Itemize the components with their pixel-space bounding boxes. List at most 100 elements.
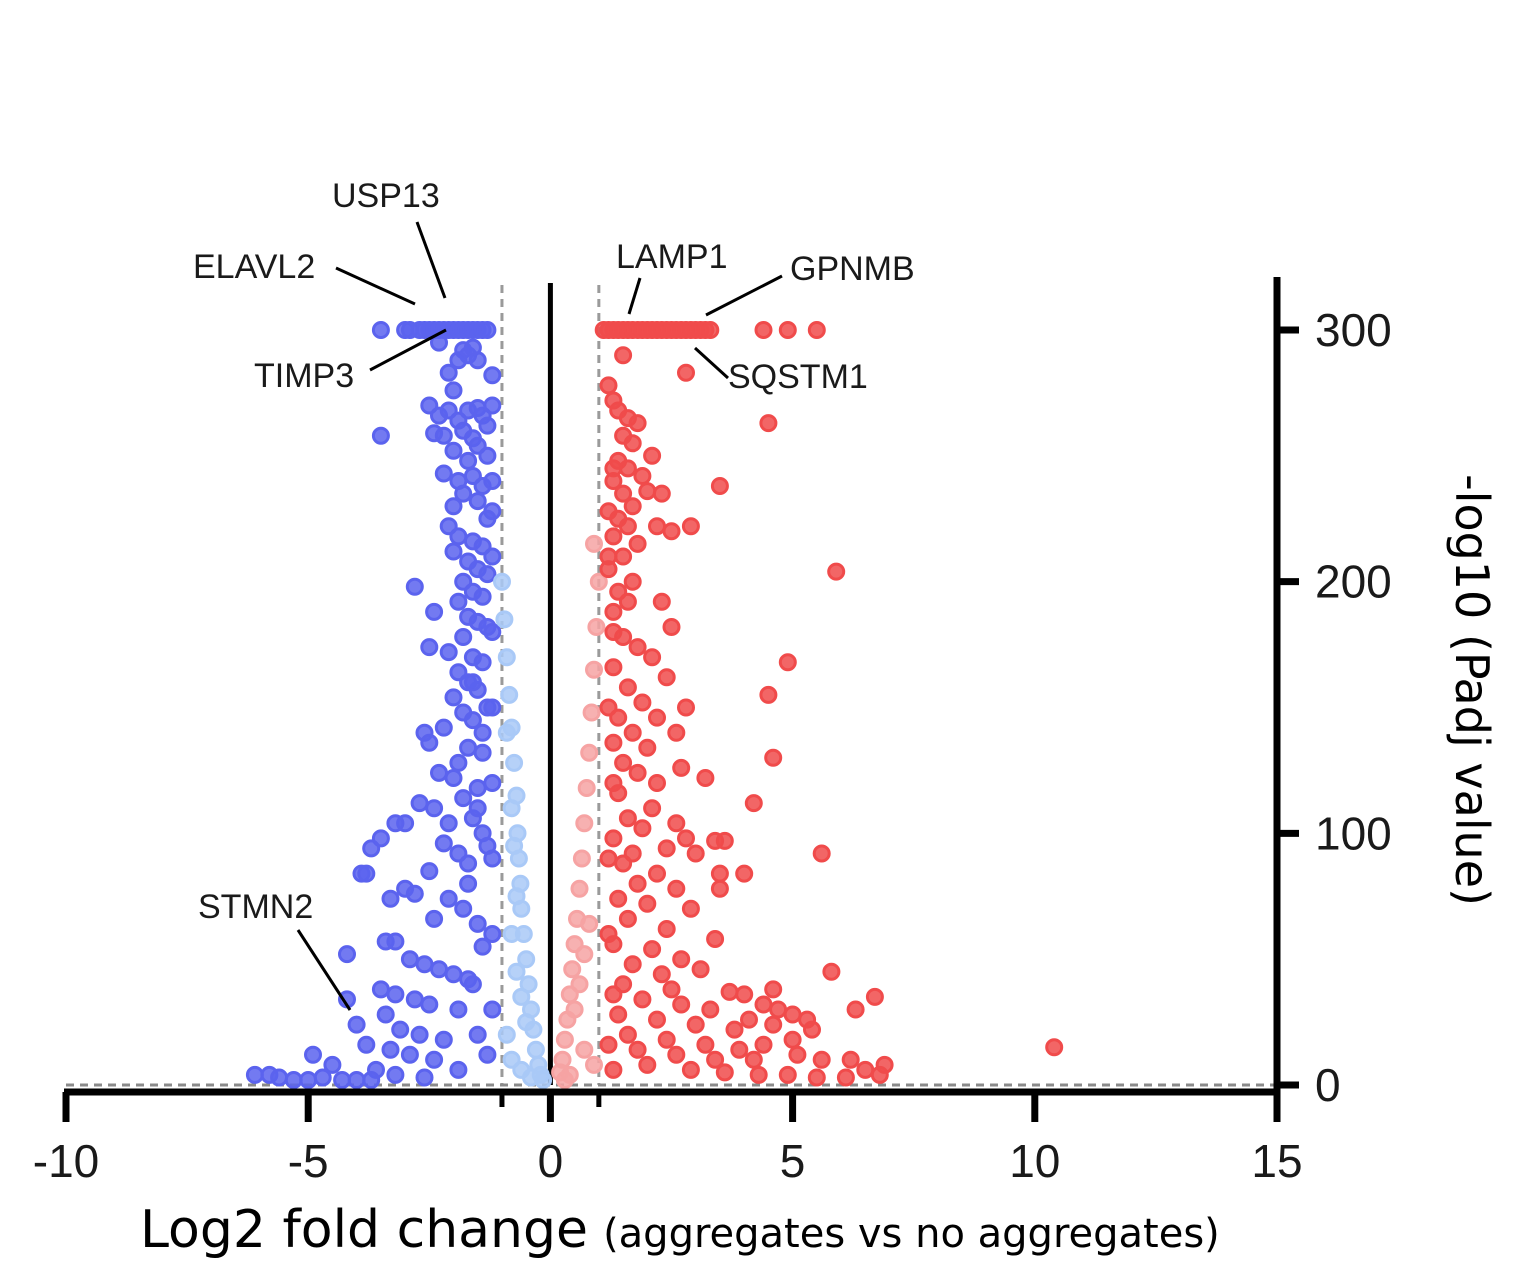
point-up-weak-11 (577, 779, 596, 797)
point-up-sig-107 (638, 894, 657, 913)
point-down-sig-112 (425, 909, 444, 928)
point-up-sig-81 (672, 758, 691, 777)
point-up-sig-115 (623, 955, 642, 974)
gene-label-gpnmb: GPNMB (790, 250, 915, 288)
point-up-sig-135 (725, 1020, 744, 1039)
point-up-sig-116 (691, 960, 710, 979)
point-up-sig-42 (614, 484, 633, 503)
point-down-sig-106 (357, 864, 376, 883)
point-up-sig-152 (841, 1050, 860, 1069)
point-down-sig-64 (473, 587, 492, 606)
point-down-sig-129 (347, 1015, 366, 1034)
point-up-sig-27 (677, 363, 695, 382)
point-up-sig-106 (609, 889, 628, 908)
point-up-weak-15 (587, 618, 606, 636)
point-up-sig-163 (870, 1065, 889, 1084)
point-up-sig-132 (609, 1005, 628, 1024)
point-up-sig-131 (846, 1000, 865, 1019)
point-down-sig-52 (478, 509, 497, 528)
point-up-weak-8 (570, 879, 589, 898)
point-up-sig-57 (623, 572, 642, 591)
point-down-sig-111 (454, 899, 473, 918)
point-down-sig-34 (478, 416, 497, 435)
point-down-sig-57 (444, 542, 463, 561)
x-axis-title: Log2 fold change (aggregates vs no aggre… (140, 1200, 1220, 1260)
point-down-sig-166 (478, 836, 497, 855)
point-down-sig-25 (483, 366, 502, 385)
point-down-sig-153 (483, 472, 502, 490)
point-down-weak-5 (505, 753, 524, 772)
point-up-sig-99 (614, 854, 633, 873)
point-down-sig-90 (468, 779, 487, 797)
point-up-sig-43 (638, 482, 657, 501)
point-up-sig-41 (710, 477, 729, 495)
point-up-sig-127 (701, 1000, 720, 1019)
point-up-sig-70 (618, 678, 637, 697)
point-down-sig-140 (386, 1065, 405, 1084)
point-down-sig-60 (478, 565, 497, 584)
point-up-sig-139 (803, 1020, 821, 1039)
point-down-sig-155 (483, 623, 502, 641)
point-down-sig-72 (439, 643, 458, 662)
point-up-weak-23 (575, 1040, 594, 1059)
point-down-weak-24 (502, 925, 521, 943)
point-down-sig-130 (391, 1020, 410, 1039)
point-up-weak-17 (585, 534, 603, 553)
point-down-sig-71 (420, 638, 439, 657)
point-up-sig-68 (657, 668, 676, 687)
point-up-sig-158 (715, 1063, 734, 1082)
point-up-weak-14 (585, 660, 603, 679)
point-down-sig-132 (434, 1030, 453, 1049)
point-down-sig-164 (473, 937, 492, 956)
point-up-sig-33 (759, 414, 778, 433)
point-down-sig-89 (444, 769, 463, 787)
point-down-sig-43 (459, 451, 478, 470)
point-down-sig-115 (386, 932, 405, 951)
x-axis-title-sub: (aggregates vs no aggregates) (603, 1211, 1220, 1257)
point-down-sig-82 (434, 718, 453, 737)
y-tick-label: 0 (1315, 1059, 1341, 1111)
point-up-sig-86 (744, 794, 763, 813)
y-tick-label: 100 (1315, 807, 1392, 859)
point-up-sig-165 (599, 1035, 618, 1054)
gene-label-elavl2: ELAVL2 (193, 248, 315, 286)
point-up-sig-159 (749, 1065, 768, 1084)
point-down-weak-20 (497, 723, 516, 742)
point-up-sig-45 (623, 497, 642, 516)
point-down-sig-119 (430, 960, 448, 979)
x-tick-label: -5 (288, 1135, 329, 1187)
point-down-weak-26 (512, 987, 531, 1006)
point-up-sig-95 (657, 839, 676, 858)
point-up-sig-61 (604, 602, 623, 621)
point-down-sig-165 (459, 874, 478, 893)
point-up-sig-76 (667, 723, 686, 742)
point-up-sig-137 (764, 1015, 783, 1034)
point-down-sig-154 (483, 547, 502, 566)
point-down-weak-3 (500, 685, 519, 704)
point-up-sig-98 (812, 844, 831, 863)
point-up-sig-171 (604, 623, 623, 641)
point-up-sig-157 (681, 1060, 700, 1079)
x-tick-label: 15 (1251, 1135, 1302, 1187)
x-tick-label: 5 (780, 1135, 806, 1187)
point-up-sig-117 (652, 965, 671, 984)
point-up-sig-111 (706, 930, 725, 948)
x-tick-label: -10 (33, 1135, 99, 1187)
point-down-weak-31 (522, 1068, 540, 1087)
point-up-sig-160 (778, 1065, 797, 1084)
point-down-sig-100 (362, 839, 381, 858)
point-down-weak-16 (526, 1040, 545, 1059)
point-down-sig-120 (444, 965, 463, 984)
point-down-sig-103 (459, 854, 478, 873)
point-down-sig-48 (454, 484, 473, 503)
point-down-sig-168 (473, 723, 492, 742)
point-up-weak-1 (553, 1050, 572, 1069)
point-up-sig-123 (735, 985, 754, 1004)
point-up-sig-22 (701, 321, 720, 339)
y-axis-title: -log10 (Padj value) (1445, 474, 1499, 906)
point-up-sig-38 (618, 459, 637, 478)
point-up-sig-59 (618, 592, 637, 611)
point-down-sig-108 (405, 884, 424, 903)
point-down-sig-84 (420, 733, 439, 752)
point-up-sig-105 (710, 879, 729, 898)
